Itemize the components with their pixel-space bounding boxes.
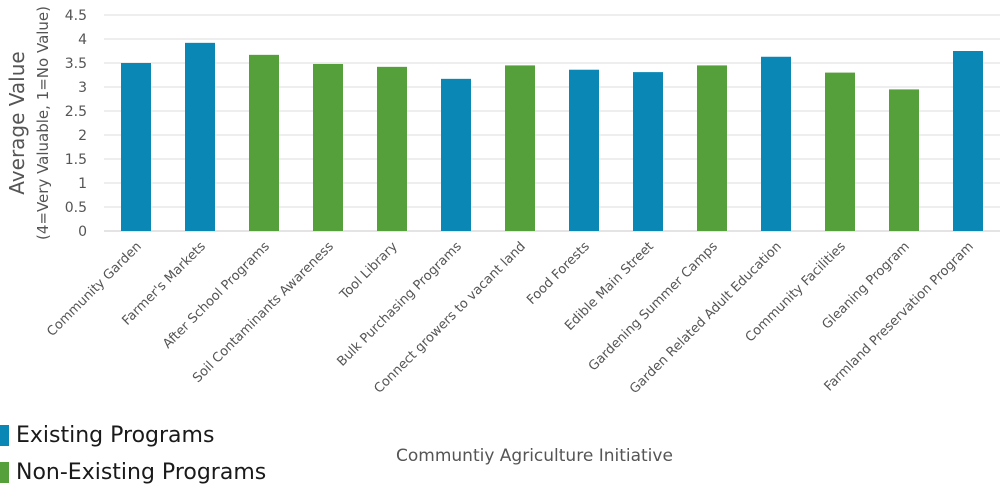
x-tick-label: Gardening Summer Camps [586, 239, 721, 374]
x-axis-label: Communtiy Agriculture Initiative [396, 446, 673, 466]
bar-4 [377, 66, 407, 231]
bar-1 [185, 42, 215, 232]
legend-item-existing: Existing Programs [0, 423, 214, 448]
x-tick-label: Soil Contaminants Awareness [190, 239, 337, 386]
bar-0 [121, 63, 151, 231]
x-tick-label: Food Forests [524, 239, 593, 308]
y-axis-label: Average Value [5, 51, 29, 194]
bar-11 [825, 72, 855, 231]
y-tick-label: 4.5 [65, 8, 87, 24]
legend-swatch-non-existing [0, 462, 9, 483]
x-tick-label: Bulk Purchasing Programs [334, 239, 464, 369]
y-tick-label: 3.5 [65, 56, 87, 72]
bar-5 [441, 78, 471, 231]
bar-13 [953, 51, 983, 231]
bar-10 [761, 56, 791, 232]
bar-2 [249, 54, 279, 232]
y-tick-label: 1.5 [65, 152, 87, 168]
bar-8 [633, 72, 663, 232]
y-tick-label: 2.5 [65, 104, 87, 120]
y-tick-label: 0.5 [65, 200, 87, 216]
y-tick-label: 4 [78, 32, 87, 48]
bar-3 [313, 63, 343, 232]
bar-6 [505, 65, 535, 232]
y-tick-label: 0 [78, 224, 87, 240]
x-tick-label: After School Programs [160, 239, 273, 352]
legend-swatch-existing [0, 425, 9, 446]
y-tick-label: 3 [78, 80, 87, 96]
y-tick-label: 1 [78, 176, 87, 192]
bar-7 [569, 69, 599, 231]
gridlines [104, 14, 1000, 232]
y-axis-sublabel: (4=Very Valuable, 1=No Value) [34, 6, 52, 240]
legend-label-existing: Existing Programs [16, 423, 215, 448]
legend-label-non-existing: Non-Existing Programs [16, 460, 267, 485]
y-tick-labels: 0 0.5 1 1.5 2 2.5 3 3.5 4 4.5 [65, 8, 87, 240]
bar-9 [697, 65, 727, 232]
y-tick-label: 2 [78, 128, 87, 144]
legend-item-non-existing: Non-Existing Programs [0, 460, 266, 485]
bar-12 [889, 89, 919, 232]
x-tick-label: Tool Library [337, 239, 401, 303]
bars [121, 42, 983, 232]
